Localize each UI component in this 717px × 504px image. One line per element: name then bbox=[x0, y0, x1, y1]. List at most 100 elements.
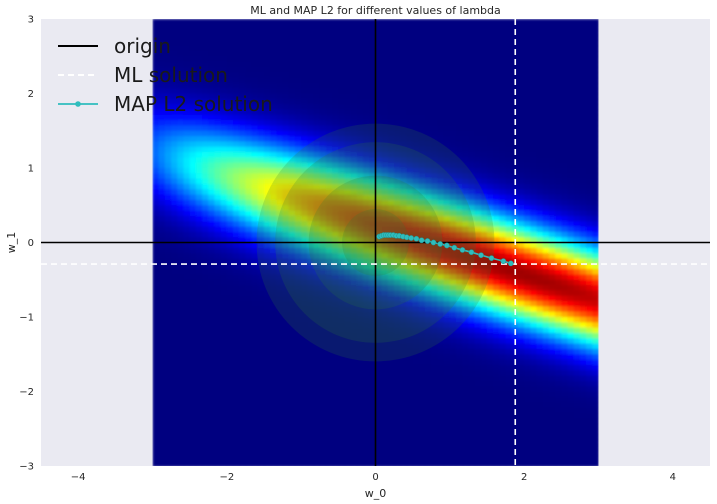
heatmap-cell bbox=[233, 72, 241, 79]
heatmap-cell bbox=[164, 61, 172, 68]
heatmap-cell bbox=[183, 114, 191, 121]
heatmap-cell bbox=[456, 50, 464, 58]
heatmap-cell bbox=[158, 375, 166, 382]
heatmap-cell bbox=[375, 274, 383, 281]
heatmap-cell bbox=[288, 88, 296, 95]
heatmap-cell bbox=[437, 290, 445, 297]
heatmap-cell bbox=[152, 269, 160, 276]
heatmap-cell bbox=[499, 285, 507, 292]
heatmap-cell bbox=[480, 56, 488, 63]
heatmap-cell bbox=[449, 343, 457, 350]
heatmap-cell bbox=[468, 269, 476, 276]
heatmap-cell bbox=[517, 210, 525, 217]
heatmap-cell bbox=[294, 178, 302, 185]
heatmap-cell bbox=[257, 396, 265, 403]
heatmap-cell bbox=[344, 434, 352, 441]
heatmap-cell bbox=[437, 380, 445, 387]
heatmap-cell bbox=[356, 285, 364, 292]
heatmap-cell bbox=[288, 29, 296, 36]
heatmap-cell bbox=[350, 460, 358, 466]
heatmap-cell bbox=[369, 50, 377, 58]
heatmap-cell bbox=[251, 104, 259, 111]
heatmap-cell bbox=[214, 402, 222, 409]
heatmap-cell bbox=[344, 407, 352, 414]
heatmap-cell bbox=[406, 183, 414, 191]
heatmap-cell bbox=[462, 412, 470, 419]
heatmap-cell bbox=[332, 194, 340, 201]
heatmap-cell bbox=[177, 210, 185, 217]
heatmap-cell bbox=[307, 40, 315, 47]
heatmap-cell bbox=[480, 263, 488, 270]
heatmap-cell bbox=[369, 56, 377, 63]
heatmap-cell bbox=[381, 114, 389, 121]
heatmap-cell bbox=[499, 391, 507, 398]
heatmap-cell bbox=[468, 168, 476, 175]
heatmap-cell bbox=[183, 178, 191, 185]
heatmap-cell bbox=[425, 56, 433, 63]
heatmap-cell bbox=[493, 338, 501, 345]
heatmap-cell bbox=[344, 396, 352, 403]
heatmap-cell bbox=[356, 125, 364, 132]
heatmap-cell bbox=[202, 146, 210, 153]
heatmap-cell bbox=[264, 66, 271, 74]
heatmap-cell bbox=[282, 364, 290, 372]
heatmap-cell bbox=[412, 396, 420, 403]
heatmap-cell bbox=[468, 226, 476, 233]
heatmap-cell bbox=[226, 50, 234, 58]
heatmap-cell bbox=[226, 24, 234, 31]
heatmap-cell bbox=[344, 66, 352, 74]
heatmap-cell bbox=[356, 120, 364, 127]
heatmap-cell bbox=[517, 50, 525, 58]
heatmap-cell bbox=[344, 152, 352, 159]
heatmap-cell bbox=[338, 221, 346, 228]
heatmap-cell bbox=[456, 247, 464, 254]
heatmap-cell bbox=[449, 407, 457, 414]
heatmap-cell bbox=[226, 434, 234, 441]
heatmap-cell bbox=[270, 279, 278, 286]
heatmap-cell bbox=[468, 77, 476, 84]
heatmap-cell bbox=[276, 455, 284, 462]
heatmap-cell bbox=[251, 114, 259, 121]
heatmap-cell bbox=[183, 168, 191, 175]
heatmap-cell bbox=[214, 109, 222, 116]
heatmap-cell bbox=[387, 199, 395, 207]
heatmap-cell bbox=[319, 173, 327, 180]
heatmap-cell bbox=[264, 359, 271, 366]
heatmap-cell bbox=[387, 322, 395, 329]
heatmap-cell bbox=[164, 157, 172, 164]
heatmap-cell bbox=[511, 322, 519, 329]
heatmap-cell bbox=[338, 332, 346, 340]
heatmap-cell bbox=[171, 322, 179, 329]
heatmap-cell bbox=[307, 396, 315, 403]
heatmap-cell bbox=[381, 258, 389, 265]
heatmap-cell bbox=[257, 146, 265, 153]
heatmap-cell bbox=[202, 253, 210, 260]
heatmap-cell bbox=[356, 306, 364, 313]
heatmap-cell bbox=[294, 343, 302, 350]
heatmap-cell bbox=[245, 77, 253, 84]
heatmap-cell bbox=[431, 40, 439, 47]
heatmap-cell bbox=[406, 423, 414, 430]
heatmap-cell bbox=[350, 194, 358, 201]
heatmap-cell bbox=[431, 428, 439, 435]
heatmap-cell bbox=[183, 125, 191, 132]
heatmap-cell bbox=[183, 444, 191, 451]
heatmap-cell bbox=[276, 348, 284, 356]
heatmap-cell bbox=[177, 173, 185, 180]
heatmap-cell bbox=[164, 82, 172, 89]
heatmap-cell bbox=[202, 34, 210, 42]
heatmap-cell bbox=[270, 370, 278, 377]
heatmap-cell bbox=[499, 428, 507, 435]
heatmap-cell bbox=[177, 237, 185, 244]
heatmap-cell bbox=[257, 109, 265, 116]
heatmap-cell bbox=[493, 364, 501, 372]
heatmap-cell bbox=[381, 306, 389, 313]
heatmap-cell bbox=[499, 109, 507, 116]
heatmap-cell bbox=[412, 104, 420, 111]
heatmap-cell bbox=[493, 19, 501, 26]
heatmap-cell bbox=[449, 141, 457, 148]
heatmap-cell bbox=[158, 109, 166, 116]
heatmap-cell bbox=[425, 327, 433, 334]
heatmap-cell bbox=[338, 45, 346, 52]
heatmap-cell bbox=[307, 364, 315, 372]
